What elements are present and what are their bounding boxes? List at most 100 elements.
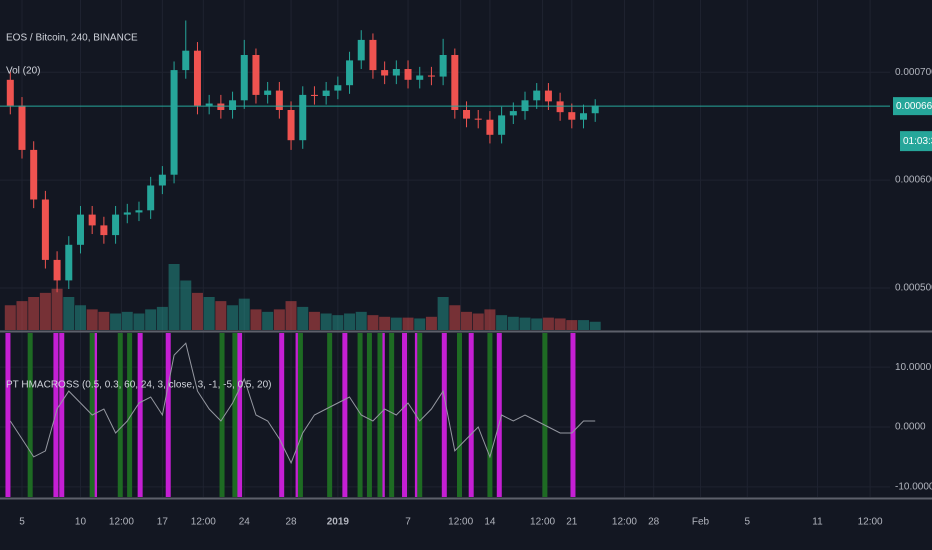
y-tick-label: 10.0000 [895,362,932,373]
candle-body [346,60,354,86]
y-tick-label: 0.0007000 [895,67,932,78]
x-tick-label: Feb [692,517,710,528]
candle-body [135,210,143,213]
volume-bar [262,311,274,330]
candle-body [264,90,272,95]
volume-bar [203,297,215,330]
x-tick-label: 28 [285,517,297,528]
last-price-tag [893,97,932,116]
candle-body [568,112,576,120]
volume-bar [355,311,367,330]
candle-body [463,110,471,119]
candle-body [65,244,73,281]
volume-bar [215,301,227,330]
signal-band [441,333,447,497]
x-tick-label: 12:00 [191,517,216,528]
signal-band [357,333,363,497]
candle-body [147,185,155,211]
signal-band [327,333,333,497]
volume-bar [461,311,473,330]
volume-bar [390,317,402,330]
candle-body [580,113,588,120]
y-tick-label: -10.0000 [895,481,932,492]
volume-bar [332,315,344,330]
x-tick-label: 12:00 [612,517,637,528]
x-tick-label: 10 [75,517,87,528]
volume-bar [51,288,63,330]
x-tick-label: 17 [157,517,169,528]
x-tick-label: 12:00 [109,517,134,528]
y-tick-label: 0.0000 [895,422,926,433]
volume-bar [449,305,461,330]
volume-bar [402,317,414,330]
x-tick-label: 24 [239,517,251,528]
signal-band [496,333,502,497]
signal-band [237,333,243,497]
candle-body [381,70,389,76]
signal-band [389,333,395,497]
candle-body [18,105,26,150]
candle-body [299,94,307,141]
candle-body [509,111,517,116]
volume-bar [238,298,250,330]
volume-bar [74,305,86,330]
candle-body [229,100,237,110]
candle-body [100,225,108,236]
candle-body [217,103,225,110]
candle-body [112,214,120,236]
x-tick-label: 28 [648,517,660,528]
candle-body [123,212,131,215]
y-tick-label: 0.0006000 [895,175,932,186]
signal-band [417,333,423,497]
volume-bar [484,309,496,330]
volume-bar [589,321,601,330]
volume-bar [285,301,297,330]
volume-bar [308,311,320,330]
candle-body [240,55,248,101]
volume-bar [16,301,28,330]
volume-bar [507,316,519,330]
candle-body [474,118,482,120]
signal-band [468,333,474,497]
candle-body [392,69,400,76]
candle-body [6,79,14,106]
plot [0,20,890,497]
volume-bar [414,318,426,330]
volume-title: Vol (20) [6,66,40,77]
volume-bar [367,315,379,330]
candle-body [334,85,342,91]
labels: 0.0007000 0.0006000 0.0005000 5 10 12:00 17 12:… [19,67,932,528]
signal-band [5,333,11,497]
volume-bar [227,305,239,330]
signal-band [165,333,171,497]
candle-body [544,90,552,102]
volume-bar [344,313,356,330]
candle-body [451,55,459,110]
x-tick-label: 12:00 [530,517,555,528]
oscillator-line [9,342,596,465]
signal-band [487,333,493,497]
candle-body [556,101,564,113]
candle-body [533,90,541,101]
volume-bar [542,317,554,330]
volume-bar [273,309,285,330]
last-price-label: 0.0006686 [896,101,932,112]
x-tick-label: 11 [812,517,823,528]
candle-body [416,75,424,80]
candle-body [591,105,599,114]
signal-band [342,333,348,497]
signal-band [127,333,133,497]
volume-bar [180,280,192,330]
candle-body [486,119,494,135]
volume-bar [156,306,168,330]
volume-bar [121,311,133,330]
candle-body [182,50,190,71]
signal-band [137,333,143,497]
signal-band [27,333,33,497]
candle-body [205,103,213,106]
candle-body [193,50,201,106]
signal-band [402,333,408,497]
candle-body [369,39,377,71]
